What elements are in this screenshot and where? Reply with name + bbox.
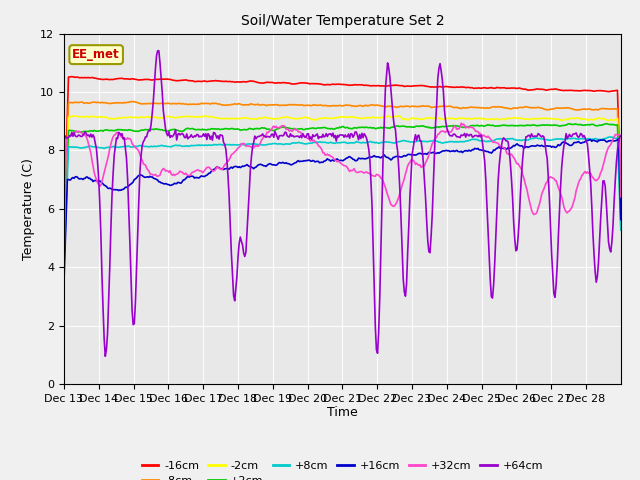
Title: Soil/Water Temperature Set 2: Soil/Water Temperature Set 2 (241, 14, 444, 28)
Legend: -16cm, -8cm, -2cm, +2cm, +8cm, +16cm, +32cm, +64cm: -16cm, -8cm, -2cm, +2cm, +8cm, +16cm, +3… (138, 456, 547, 480)
Text: EE_met: EE_met (72, 48, 120, 61)
Y-axis label: Temperature (C): Temperature (C) (22, 158, 35, 260)
X-axis label: Time: Time (327, 407, 358, 420)
